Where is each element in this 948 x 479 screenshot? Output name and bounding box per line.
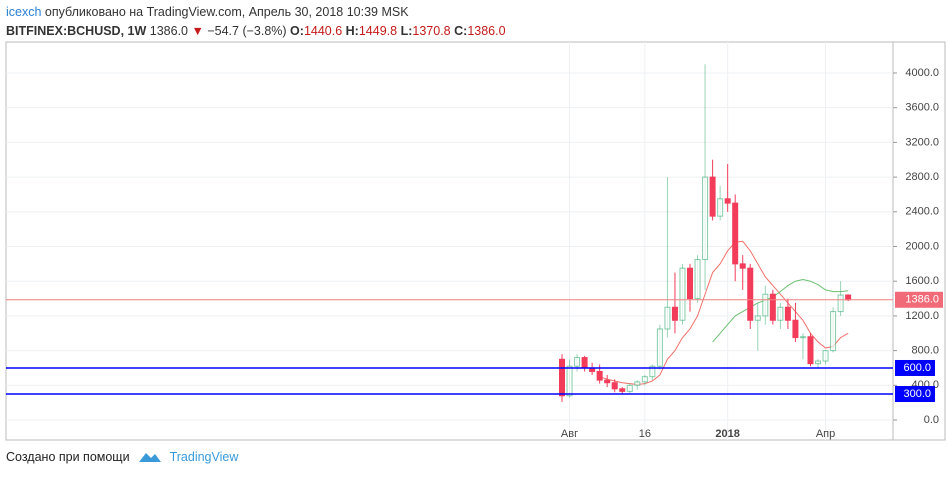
- candle-body: [694, 259, 701, 300]
- x-tick-label: Апр: [816, 428, 835, 440]
- candle-body: [724, 198, 731, 204]
- candle-body: [574, 357, 581, 367]
- candle-body: [664, 306, 671, 330]
- c: 1386.0: [467, 24, 506, 38]
- candle-body: [634, 381, 641, 386]
- candle-body: [581, 357, 588, 369]
- candle-body: [687, 267, 694, 300]
- candle-body: [619, 388, 626, 392]
- o: 1440.6: [303, 24, 343, 38]
- candle-body: [747, 267, 754, 321]
- author[interactable]: icexch: [6, 5, 42, 19]
- made-with: Создано при помощи: [6, 450, 130, 464]
- candle-body: [754, 315, 761, 321]
- y-tick-label: 2800.0: [905, 171, 939, 183]
- y-tick-label: 3600.0: [905, 102, 939, 114]
- header-line2: BITFINEX:BCHUSD, 1W 1386.0 ▼ −54.7 (−3.8…: [6, 22, 506, 41]
- candle-body: [656, 328, 663, 367]
- candle-body: [815, 360, 822, 365]
- c-label: C:: [454, 24, 468, 38]
- y-tick-label: 3200.0: [905, 136, 939, 148]
- symbol: BITFINEX:BCHUSD, 1W: [6, 24, 147, 38]
- y-tick-label: 800.0: [911, 345, 939, 357]
- y-tick-label: 4000.0: [905, 67, 939, 79]
- change: −54.7 (−3.8%): [207, 24, 287, 38]
- price-label-bg: [895, 291, 943, 308]
- y-tick-label: 2400.0: [905, 206, 939, 218]
- candle-body: [679, 267, 686, 321]
- h-label: H:: [345, 24, 359, 38]
- o-label: O:: [290, 24, 304, 38]
- candle-body: [604, 379, 611, 384]
- l-label: L:: [400, 24, 413, 38]
- candle-body: [830, 311, 837, 352]
- plot: [6, 64, 893, 402]
- level-label-bg: [895, 359, 935, 376]
- candle-body: [777, 306, 784, 321]
- level-label: 300.0: [903, 388, 931, 400]
- candle-body: [822, 350, 829, 362]
- candle-body: [769, 293, 776, 321]
- chart-frame: [5, 41, 946, 441]
- moving-average: [599, 240, 849, 385]
- h: 1449.8: [358, 24, 398, 38]
- published: опубликовано на TradingView.com, Апрель …: [44, 5, 409, 19]
- candle-body: [717, 198, 724, 217]
- y-tick-label: 2000.0: [905, 240, 939, 252]
- candle-body: [641, 376, 648, 383]
- last-price: 1386.0: [149, 24, 188, 38]
- y-tick-label: 1600.0: [905, 275, 939, 287]
- price-label: 1386.0: [905, 294, 939, 306]
- y-tick-label: 0.0: [924, 414, 939, 426]
- candle-body: [732, 202, 739, 265]
- candle-body: [807, 336, 814, 365]
- x-tick-label: Авг: [561, 428, 578, 440]
- candle-body: [837, 294, 844, 313]
- y-tick-label: 1200.0: [905, 310, 939, 322]
- header-line1: icexch опубликовано на TradingView.com, …: [6, 3, 506, 22]
- grid: [6, 42, 893, 440]
- chart: 0.0400.0800.01200.01600.02000.02400.0280…: [5, 41, 946, 441]
- logo: [138, 453, 161, 462]
- brand[interactable]: TradingView: [169, 450, 239, 464]
- x-tick-label: 2018: [715, 428, 739, 440]
- candle-body: [784, 306, 791, 321]
- candle-body: [762, 293, 769, 317]
- candle-body: [845, 294, 852, 301]
- candle-body: [566, 365, 573, 397]
- level-label: 600.0: [903, 362, 931, 374]
- candle-body: [671, 306, 678, 321]
- moving-average: [712, 278, 849, 343]
- l: 1370.8: [412, 24, 451, 38]
- candle-body: [611, 382, 618, 390]
- footer: Создано при помощи TradingView: [6, 450, 238, 464]
- candle-body: [739, 263, 746, 269]
- x-tick-label: 16: [639, 428, 651, 440]
- candle-body: [559, 358, 565, 397]
- candle-body: [709, 176, 716, 217]
- candle-body: [702, 176, 709, 261]
- axis: 0.0400.0800.01200.01600.02000.02400.0280…: [561, 67, 943, 440]
- down-arrow: ▼: [191, 24, 204, 38]
- candle-body: [626, 384, 633, 392]
- candle-body: [649, 365, 656, 378]
- candle-body: [799, 336, 806, 339]
- level-label-bg: [895, 386, 935, 403]
- header: icexch опубликовано на TradingView.com, …: [6, 3, 506, 41]
- candle-body: [792, 319, 799, 339]
- candle-body: [596, 370, 603, 381]
